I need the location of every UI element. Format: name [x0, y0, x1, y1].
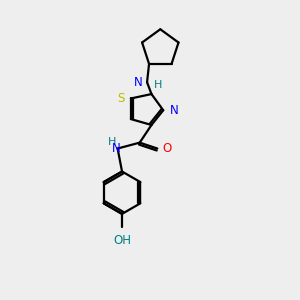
Text: O: O	[163, 142, 172, 155]
Text: N: N	[134, 76, 142, 89]
Text: S: S	[117, 92, 124, 105]
Text: N: N	[170, 104, 178, 117]
Text: H: H	[108, 137, 116, 147]
Text: N: N	[112, 142, 121, 155]
Text: OH: OH	[113, 234, 131, 247]
Text: H: H	[154, 80, 162, 90]
